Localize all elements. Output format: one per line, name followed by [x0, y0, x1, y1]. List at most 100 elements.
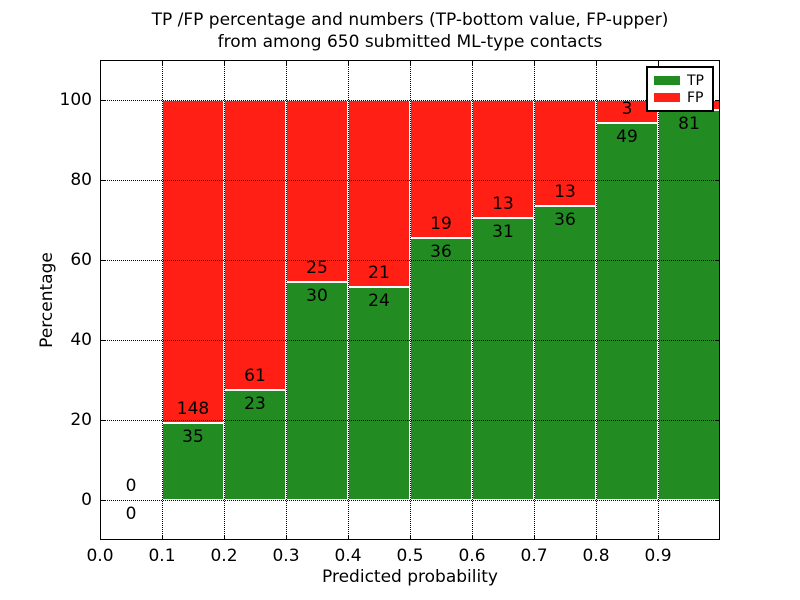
gridline-vertical [596, 60, 597, 540]
bar-count-label-fp: 21 [368, 262, 390, 283]
legend-swatch-fp [654, 93, 680, 102]
y-axis-tick-right [715, 340, 720, 341]
x-axis-tick-top [348, 60, 349, 65]
bar-segment-fp [224, 100, 286, 391]
bar-count-label-fp: 19 [430, 214, 452, 235]
y-tick-label: 40 [70, 330, 92, 350]
y-tick-label: 100 [59, 90, 92, 110]
bar-count-label-fp: 3 [621, 99, 633, 120]
bar-segment-tp [472, 218, 534, 500]
x-axis-tick-top [224, 60, 225, 65]
bar-count-label-tp: 31 [492, 222, 514, 243]
y-axis-tick [100, 260, 105, 261]
plot-area: 0 0 148 35 61 23 25 30 21 24 19 36 13 31 13 36 3 49 81 [100, 60, 720, 540]
bar-segment-fp [286, 100, 348, 282]
x-tick-label: 0.4 [334, 546, 362, 566]
gridline-vertical [472, 60, 473, 540]
gridline-vertical [658, 60, 659, 540]
bar-count-label-tp: 30 [306, 285, 328, 306]
x-axis-label: Predicted probability [322, 567, 498, 587]
y-axis-tick [100, 420, 105, 421]
x-axis-tick-top [472, 60, 473, 65]
x-axis-tick [286, 535, 287, 540]
bar-count-label-tp: 0 [125, 504, 137, 524]
bar-segment-tp [410, 238, 472, 500]
x-tick-label: 0.5 [396, 546, 424, 566]
y-axis-tick [100, 100, 105, 101]
y-tick-label: 60 [70, 250, 92, 270]
bar-count-label-tp: 35 [182, 427, 204, 448]
y-tick-label: 0 [81, 490, 92, 510]
bar-segment-fp [472, 100, 534, 219]
x-axis-tick [658, 535, 659, 540]
bar-count-label-tp: 23 [244, 394, 266, 415]
x-axis-tick [472, 535, 473, 540]
bar-segment-tp [162, 423, 224, 500]
x-tick-label: 0.2 [210, 546, 238, 566]
bar-count-label-fp: 61 [244, 366, 266, 387]
bar-count-label-tp: 24 [368, 290, 390, 311]
bar-count-label-fp: 13 [492, 194, 514, 215]
bar-count-label-fp: 0 [125, 476, 137, 496]
y-axis-tick-right [715, 500, 720, 501]
legend-label-tp: TP [687, 72, 704, 89]
bar-segment-tp [348, 286, 410, 500]
bar-segment-tp [596, 123, 658, 500]
x-tick-label: 0.8 [582, 546, 610, 566]
x-tick-label: 0.0 [86, 546, 114, 566]
y-tick-label: 20 [70, 410, 92, 430]
gridline-vertical [162, 60, 163, 540]
bar-segment-tp [534, 206, 596, 500]
y-axis-tick [100, 180, 105, 181]
x-tick-label: 0.3 [272, 546, 300, 566]
bar-segment-fp [348, 100, 410, 287]
bar-count-label-tp: 36 [554, 210, 576, 231]
x-axis-tick-top [410, 60, 411, 65]
bar-count-label-fp: 25 [306, 257, 328, 278]
x-tick-label: 0.7 [520, 546, 548, 566]
x-axis-tick-top [596, 60, 597, 65]
bar-segment-tp [658, 109, 720, 500]
x-axis-tick [410, 535, 411, 540]
x-tick-label: 0.1 [148, 546, 176, 566]
y-axis-tick-right [715, 100, 720, 101]
x-axis-tick [534, 535, 535, 540]
x-axis-tick-top [658, 60, 659, 65]
x-axis-tick [162, 535, 163, 540]
bar-segment-fp [162, 100, 224, 424]
bar-segment-tp [224, 390, 286, 500]
x-axis-tick-top [534, 60, 535, 65]
x-axis-tick [348, 535, 349, 540]
x-tick-label: 0.9 [644, 546, 672, 566]
x-axis-tick [596, 535, 597, 540]
x-axis-tick-top [100, 60, 101, 65]
x-axis-tick-top [162, 60, 163, 65]
gridline-vertical [100, 60, 101, 540]
x-axis-tick [100, 535, 101, 540]
legend-item-fp: FP [654, 90, 706, 106]
bar-count-label-fp: 13 [554, 182, 576, 203]
x-axis-tick [224, 535, 225, 540]
y-axis-tick-right [715, 180, 720, 181]
bar-segment-tp [286, 281, 348, 500]
bar-count-label-tp: 81 [678, 113, 700, 134]
y-axis-tick [100, 500, 105, 501]
x-axis-tick-top [286, 60, 287, 65]
x-tick-label: 0.6 [458, 546, 486, 566]
chart-title-line2: from among 650 submitted ML-type contact… [217, 32, 603, 52]
gridline-vertical [286, 60, 287, 540]
chart-title-line1: TP /FP percentage and numbers (TP-bottom… [151, 10, 669, 30]
bar-count-label-tp: 36 [430, 242, 452, 263]
y-axis-tick [100, 340, 105, 341]
y-tick-label: 80 [70, 170, 92, 190]
y-axis-tick-right [715, 420, 720, 421]
bar-count-label-fp: 148 [176, 399, 210, 420]
legend-item-tp: TP [654, 73, 706, 89]
legend-label-fp: FP [687, 89, 704, 106]
gridline-vertical [410, 60, 411, 540]
gridline-vertical [348, 60, 349, 540]
gridline-vertical [534, 60, 535, 540]
bar-count-label-tp: 49 [616, 127, 638, 148]
legend: TP FP [646, 66, 714, 112]
